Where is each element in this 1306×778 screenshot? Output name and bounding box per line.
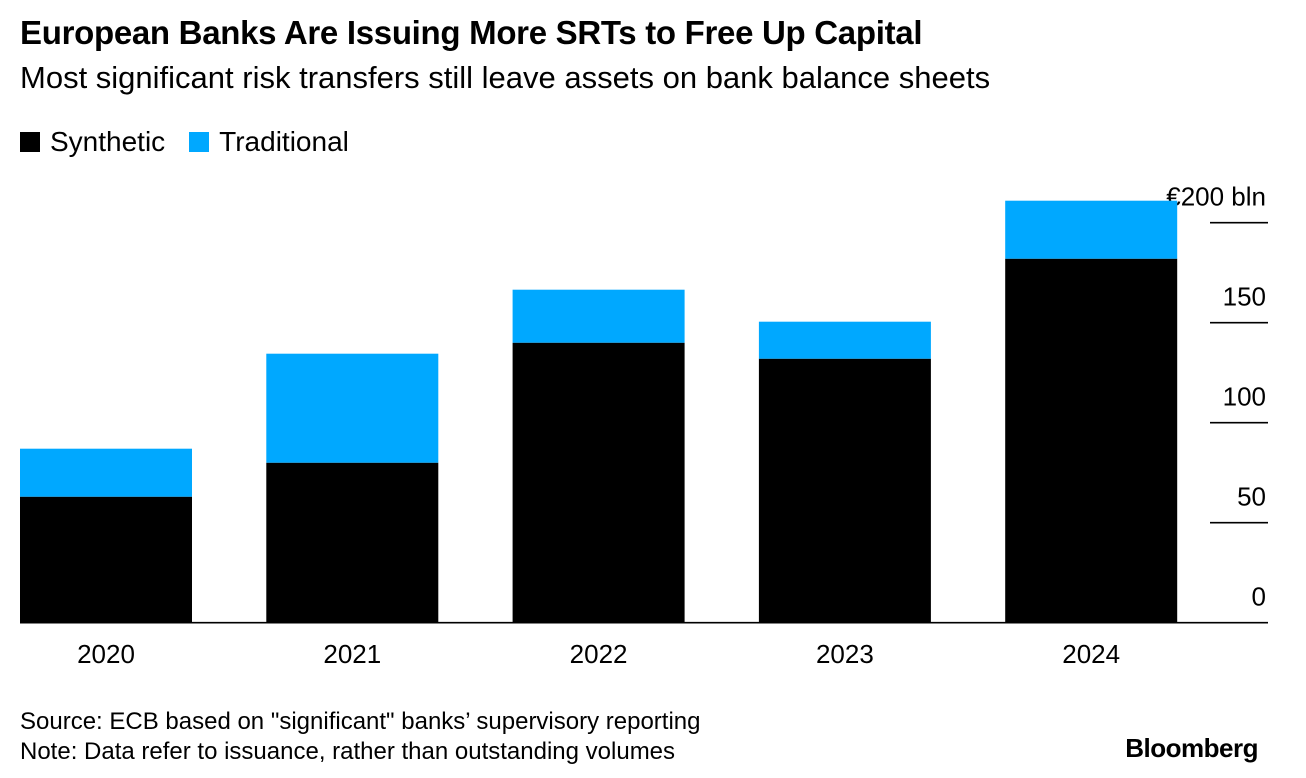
legend-item-traditional: Traditional xyxy=(189,126,349,158)
bar-synthetic-2021 xyxy=(266,462,439,623)
x-tick-label-2024: 2024 xyxy=(1062,639,1120,669)
bar-synthetic-2023 xyxy=(758,358,931,623)
x-tick-label-2022: 2022 xyxy=(570,639,628,669)
source-note: Source: ECB based on "significant" banks… xyxy=(20,708,701,735)
y-tick-label-0: 0 xyxy=(1252,582,1266,612)
legend: Synthetic Traditional xyxy=(20,126,363,158)
chart-subtitle: Most significant risk transfers still le… xyxy=(20,60,991,95)
bar-traditional-2022 xyxy=(512,289,685,343)
y-tick-label-100: 100 xyxy=(1223,382,1266,412)
x-tick-label-2021: 2021 xyxy=(323,639,381,669)
legend-item-synthetic: Synthetic xyxy=(20,126,165,158)
data-note: Note: Data refer to issuance, rather tha… xyxy=(20,738,676,765)
bloomberg-logo: Bloomberg xyxy=(1125,733,1258,763)
bar-traditional-2024 xyxy=(1005,200,1178,259)
y-tick-label-150: 150 xyxy=(1223,282,1266,312)
bar-synthetic-2022 xyxy=(512,342,685,623)
bar-traditional-2023 xyxy=(758,321,931,359)
bar-synthetic-2024 xyxy=(1005,258,1178,623)
bar-traditional-2021 xyxy=(266,353,439,463)
bar-traditional-2020 xyxy=(20,448,192,497)
chart-title: European Banks Are Issuing More SRTs to … xyxy=(20,14,923,51)
legend-swatch-traditional xyxy=(189,132,210,152)
x-tick-label-2023: 2023 xyxy=(816,639,874,669)
legend-label-synthetic: Synthetic xyxy=(50,126,166,157)
legend-swatch-synthetic xyxy=(20,132,40,152)
x-tick-label-2020: 2020 xyxy=(77,639,135,669)
y-tick-label-200: €200 bln xyxy=(1166,182,1266,212)
legend-label-traditional: Traditional xyxy=(219,126,349,157)
bar-synthetic-2020 xyxy=(20,496,192,623)
y-tick-label-50: 50 xyxy=(1237,482,1266,512)
